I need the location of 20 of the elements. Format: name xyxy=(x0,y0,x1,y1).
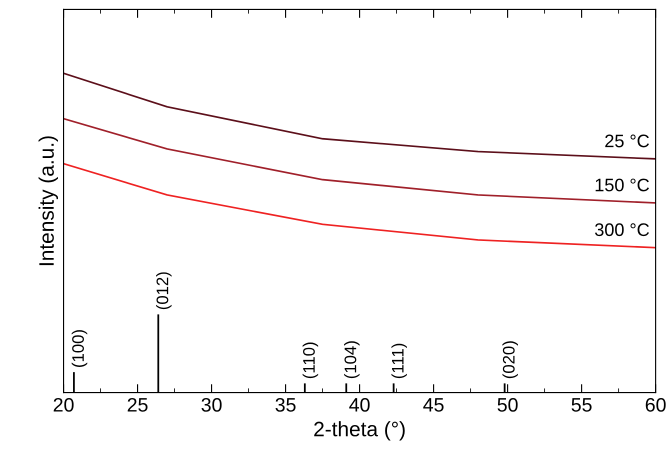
annotation: (110) xyxy=(302,342,318,378)
x-tick-label: 60 xyxy=(646,398,666,412)
x-tick-label: 40 xyxy=(349,398,370,412)
x-tick-label: 55 xyxy=(572,398,592,412)
series-label: 25 °C xyxy=(605,134,650,148)
annotation: (020) xyxy=(502,341,518,378)
series-label: 150 °C xyxy=(596,178,650,192)
x-tick-label: 50 xyxy=(498,398,518,412)
annotation: (111) xyxy=(391,344,407,378)
x-tick-label: 25 xyxy=(128,398,148,412)
series-label: 300 °C xyxy=(594,223,650,236)
x-tick-label: 45 xyxy=(423,398,444,412)
x-tick-label: 20 xyxy=(54,398,74,412)
y-axis-title: Intensity (a.u.) xyxy=(38,136,58,266)
annotation: (104) xyxy=(344,341,360,378)
annotation: (012) xyxy=(156,272,172,310)
x-tick-label: 30 xyxy=(202,398,222,412)
annotation: (100) xyxy=(72,330,88,367)
x-axis-title: 2-theta (°) xyxy=(314,421,405,441)
x-tick-label: 35 xyxy=(276,398,296,412)
